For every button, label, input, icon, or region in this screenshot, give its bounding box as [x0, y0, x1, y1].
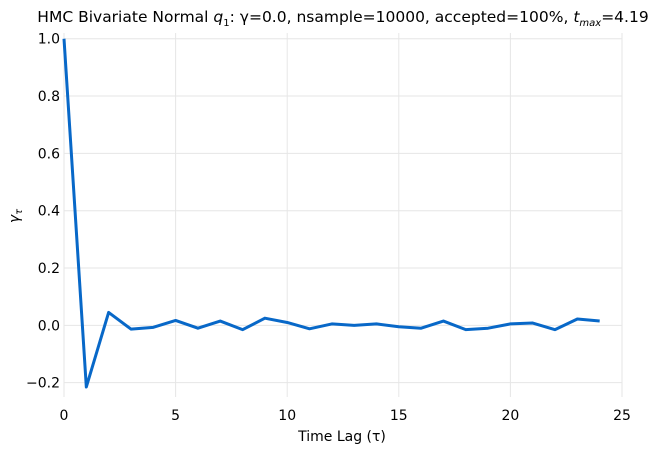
- x-tick-label: 15: [390, 408, 408, 424]
- x-tick-label: 0: [60, 408, 69, 424]
- grid: [63, 33, 623, 397]
- y-tick-label: 0.0: [38, 318, 60, 334]
- title-var-subscript: 1: [223, 18, 229, 29]
- title-var: q: [213, 8, 223, 26]
- y-tick-label: 0.8: [38, 89, 60, 105]
- x-tick-label: 25: [613, 408, 631, 424]
- y-tick-label: −0.2: [26, 376, 60, 392]
- x-axis-label: Time Lag (τ): [297, 429, 386, 445]
- x-tick-label: 10: [278, 408, 296, 424]
- y-axis-label: γτ: [7, 208, 25, 223]
- series-line: [62, 38, 600, 389]
- y-axis-label-subscript: τ: [14, 208, 25, 215]
- y-tick-label: 0.6: [38, 146, 60, 162]
- y-tick-label: 0.2: [38, 261, 60, 277]
- title-prefix: HMC Bivariate Normal: [37, 8, 213, 26]
- y-axis-label-main: γ: [7, 214, 23, 223]
- x-tick-label: 5: [171, 408, 180, 424]
- title-suffix: =4.19: [601, 8, 649, 26]
- y-tick-label: 1.0: [38, 32, 60, 48]
- tick-labels: 0 5 10 15 20 25 −0.2 0.0 0.2 0.4 0.6 0.8 1.0: [26, 32, 631, 424]
- y-tick-label: 0.4: [38, 204, 60, 220]
- series-layer: [62, 38, 600, 389]
- x-tick-label: 20: [501, 408, 519, 424]
- title-middle: : γ=0.0, nsample=10000, accepted=100%,: [230, 8, 574, 26]
- chart-title: HMC Bivariate Normal q1: γ=0.0, nsample=…: [37, 8, 648, 29]
- title-tmax-subscript: max: [579, 18, 601, 29]
- title-tmax: t: [573, 8, 580, 26]
